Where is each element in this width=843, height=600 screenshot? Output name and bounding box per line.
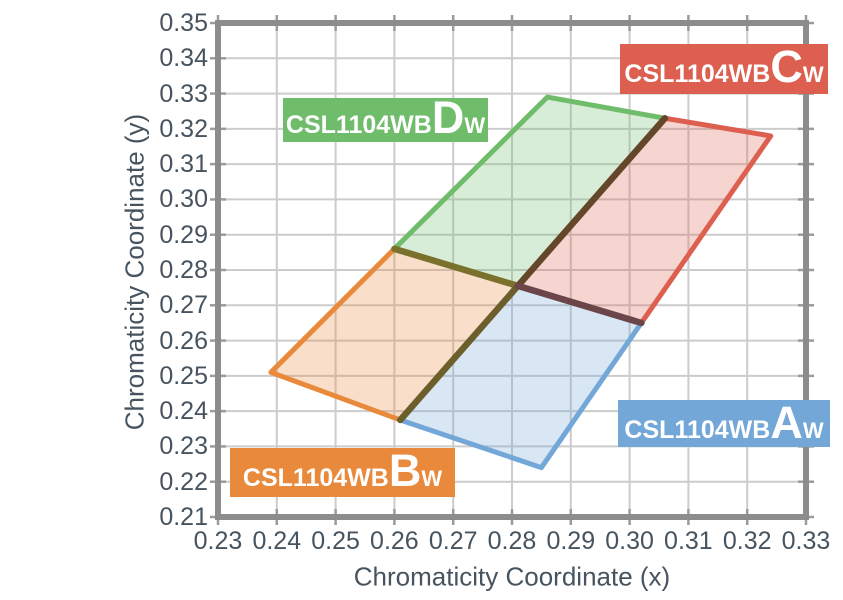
- bin-label-sub: W: [802, 418, 824, 443]
- bin-label-sub: W: [464, 113, 486, 138]
- y-tick-label: 0.22: [159, 467, 208, 496]
- bin-label-prefix: CSL1104WB: [624, 60, 771, 88]
- bin-label-aw: CSL1104WB A W: [618, 400, 830, 447]
- y-tick-label: 0.21: [159, 503, 208, 531]
- x-tick-label: 0.24: [252, 527, 302, 555]
- bin-label-dw: CSL1104WB D W: [283, 92, 488, 143]
- bin-label-letter: A: [770, 397, 803, 448]
- x-tick-label: 0.25: [311, 527, 360, 555]
- y-tick-label: 0.33: [159, 79, 208, 108]
- y-tick-label: 0.28: [159, 256, 208, 284]
- x-tick-label: 0.28: [487, 527, 537, 555]
- bin-label-letter: D: [431, 92, 465, 143]
- y-tick-label: 0.35: [159, 9, 208, 37]
- x-axis-title: Chromaticity Coordinate (x): [353, 561, 671, 592]
- y-tick-label: 0.32: [159, 114, 208, 143]
- bin-label-prefix: CSL1104WB: [624, 416, 771, 444]
- x-tick-label: 0.33: [781, 527, 831, 555]
- y-tick-label: 0.25: [159, 361, 208, 390]
- x-tick-label: 0.30: [605, 527, 654, 555]
- x-tick-label: 0.31: [664, 527, 713, 555]
- x-tick-label: 0.32: [722, 527, 772, 555]
- y-tick-label: 0.34: [159, 44, 208, 73]
- y-tick-label: 0.26: [159, 326, 208, 355]
- bin-label-letter: C: [770, 41, 803, 92]
- y-tick-label: 0.23: [159, 432, 208, 461]
- bin-label-bw: CSL1104WB B W: [230, 448, 455, 497]
- bin-label-sub: W: [802, 62, 824, 87]
- x-tick-label: 0.29: [546, 527, 596, 555]
- y-tick-label: 0.24: [159, 397, 208, 426]
- bin-label-cw: CSL1104WB C W: [620, 44, 828, 94]
- x-tick-label: 0.27: [428, 527, 478, 555]
- bin-label-prefix: CSL1104WB: [242, 464, 389, 492]
- y-tick-label: 0.31: [159, 150, 208, 179]
- bin-label-sub: W: [421, 466, 443, 491]
- x-tick-label: 0.26: [370, 527, 419, 555]
- y-tick-label: 0.29: [159, 220, 208, 249]
- bin-label-prefix: CSL1104WB: [285, 111, 432, 139]
- y-tick-label: 0.30: [159, 185, 208, 214]
- x-tick-label: 0.23: [193, 527, 243, 555]
- bin-label-letter: B: [388, 445, 422, 496]
- y-tick-label: 0.27: [159, 291, 208, 320]
